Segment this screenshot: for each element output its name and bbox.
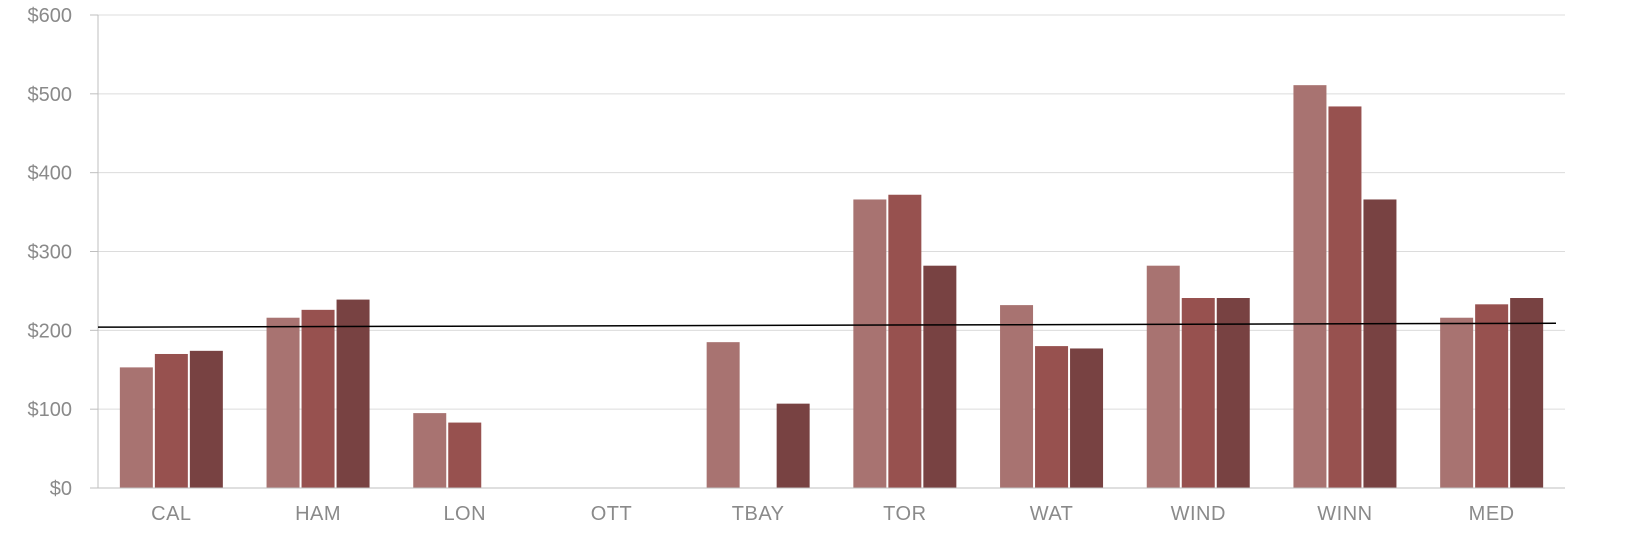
y-tick-label: $600	[28, 5, 73, 27]
x-tick-label: CAL	[151, 503, 191, 525]
bars	[119, 85, 1544, 489]
bar-med-series-2	[1475, 304, 1509, 488]
x-tick-label: TBAY	[732, 503, 785, 525]
x-tick-label: OTT	[591, 503, 633, 525]
x-tick-label: WAT	[1030, 503, 1074, 525]
bar-winn-series-2	[1328, 106, 1362, 489]
bar-tbay-series-1	[706, 342, 740, 488]
bar-lon-series-2	[448, 422, 482, 488]
bar-cal-series-1	[119, 367, 153, 488]
y-tick-label: $200	[28, 320, 73, 342]
bar-wind-series-2	[1181, 298, 1215, 488]
y-tick-label: $300	[28, 242, 73, 264]
x-tick-label: TOR	[883, 503, 926, 525]
x-tick-label: MED	[1469, 503, 1515, 525]
bar-ham-series-3	[336, 299, 370, 488]
x-tick-label: WIND	[1171, 503, 1226, 525]
bar-winn-series-3	[1363, 199, 1397, 488]
bar-ham-series-1	[266, 317, 300, 488]
bar-med-series-1	[1440, 317, 1474, 488]
bar-cal-series-3	[189, 350, 223, 488]
bar-winn-series-1	[1293, 85, 1327, 488]
bar-wind-series-1	[1146, 265, 1180, 488]
trend-line	[97, 322, 1557, 328]
bar-tor-series-1	[853, 199, 887, 488]
bar-wat-series-2	[1035, 346, 1069, 488]
y-axis-ticks: $0 $100 $200 $300 $400 $500 $600	[28, 5, 98, 500]
bar-tbay-series-3	[776, 403, 810, 488]
x-tick-label: LON	[443, 503, 486, 525]
bar-ham-series-2	[301, 309, 335, 488]
y-tick-label: $100	[28, 399, 73, 421]
bar-med-series-3	[1510, 298, 1544, 488]
bar-tor-series-3	[923, 265, 957, 488]
bar-lon-series-1	[413, 413, 447, 488]
x-tick-label: WINN	[1317, 503, 1372, 525]
x-axis-labels: CAL HAM LON OTT TBAY TOR WAT WIND WINN MED	[151, 503, 1514, 525]
y-tick-label: $0	[50, 478, 72, 500]
bar-cal-series-2	[154, 353, 188, 488]
bar-wind-series-3	[1216, 298, 1250, 488]
bar-wat-series-3	[1070, 348, 1104, 488]
y-tick-label: $500	[28, 84, 73, 106]
bar-tor-series-2	[888, 194, 922, 489]
x-tick-label: HAM	[295, 503, 341, 525]
bar-wat-series-1	[1000, 305, 1034, 488]
y-tick-label: $400	[28, 163, 73, 185]
